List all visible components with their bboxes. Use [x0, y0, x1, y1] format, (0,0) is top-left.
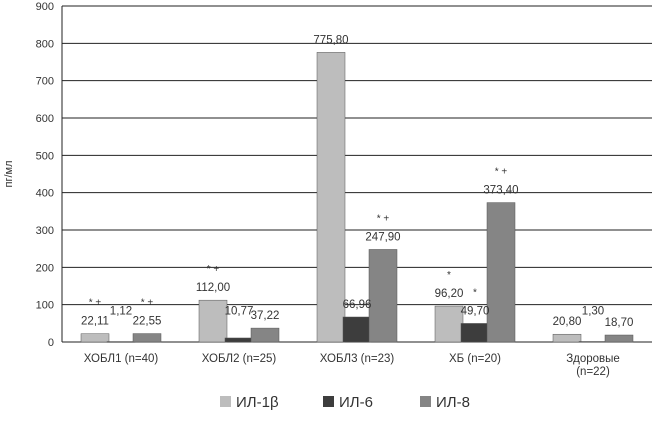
significance-marker: * + [207, 264, 220, 275]
bar-2-3 [342, 316, 372, 343]
y-tick-label: 900 [36, 1, 54, 13]
data-label: 112,00 [196, 282, 230, 294]
bar-2-2 [224, 337, 254, 343]
y-tick-label: 800 [36, 38, 54, 50]
bar-2-5 [578, 341, 608, 343]
data-label: 66,96 [343, 299, 372, 311]
bar-3-2 [250, 327, 280, 343]
y-tick-label: 300 [36, 225, 54, 237]
legend-label: ИЛ-1β [236, 394, 279, 411]
bars [80, 52, 634, 343]
y-tick-label: 700 [36, 76, 54, 88]
y-tick-label: 200 [36, 262, 54, 274]
bar-2-4 [460, 323, 490, 343]
category-label: Здоровые [566, 353, 620, 365]
bar-3-5 [604, 334, 634, 343]
bar-1-3 [316, 52, 346, 343]
data-label: 373,40 [483, 185, 518, 197]
bar-3-3 [368, 249, 398, 343]
data-label: 1,12 [110, 305, 132, 317]
y-tick-label: 100 [36, 300, 54, 312]
significance-marker: * + [495, 167, 508, 178]
significance-marker: * + [89, 298, 102, 309]
legend-swatch [323, 396, 334, 407]
category-label: ХОБЛ1 (n=40) [84, 353, 159, 365]
significance-marker: * + [141, 298, 154, 309]
y-tick-label: 0 [48, 337, 54, 349]
category-label: ХБ (n=20) [449, 353, 501, 365]
grid-lines [61, 5, 652, 343]
y-axis-ticks: 0 100 200 300 400 500 600 700 800 900 [36, 1, 54, 349]
data-label: 22,11 [81, 316, 109, 328]
category-label: ХОБЛ3 (n=23) [320, 353, 395, 365]
bar-1-1 [80, 333, 110, 343]
category-labels: ХОБЛ1 (n=40) ХОБЛ2 (n=25) ХОБЛ3 (n=23) ХБ (… [84, 353, 620, 378]
bar-1-5 [552, 333, 582, 343]
y-tick-label: 500 [36, 150, 54, 162]
data-label: 775,80 [313, 34, 348, 46]
bar-2-1 [106, 341, 136, 343]
legend-label: ИЛ-8 [436, 394, 470, 411]
data-label: 20,80 [553, 316, 582, 328]
bar-3-1 [132, 333, 162, 343]
legend-label: ИЛ-6 [339, 394, 373, 411]
data-label: 247,90 [365, 231, 400, 243]
legend-swatch [420, 396, 431, 407]
data-label: 22,55 [133, 316, 162, 328]
category-label: ХОБЛ2 (n=25) [202, 353, 277, 365]
category-label: (n=22) [576, 366, 610, 378]
significance-marker: * + [377, 213, 390, 224]
legend-swatch [220, 396, 231, 407]
bar-1-4 [434, 305, 464, 343]
legend: ИЛ-1β ИЛ-6 ИЛ-8 [220, 394, 470, 411]
data-label: 10,77 [225, 305, 254, 317]
data-label: 18,70 [605, 317, 634, 329]
data-label: 37,22 [251, 310, 280, 322]
bar-3-4 [486, 202, 516, 343]
significance-marker: * [447, 270, 451, 281]
y-tick-label: 400 [36, 188, 54, 200]
data-label: 96,20 [435, 288, 464, 300]
bar-1-2 [198, 299, 228, 343]
data-label: 49,70 [461, 305, 490, 317]
significance-marker: * [473, 287, 477, 298]
y-axis-label: пг/мл [3, 160, 15, 187]
y-tick-label: 600 [36, 113, 54, 125]
data-label: 1,30 [582, 305, 604, 317]
